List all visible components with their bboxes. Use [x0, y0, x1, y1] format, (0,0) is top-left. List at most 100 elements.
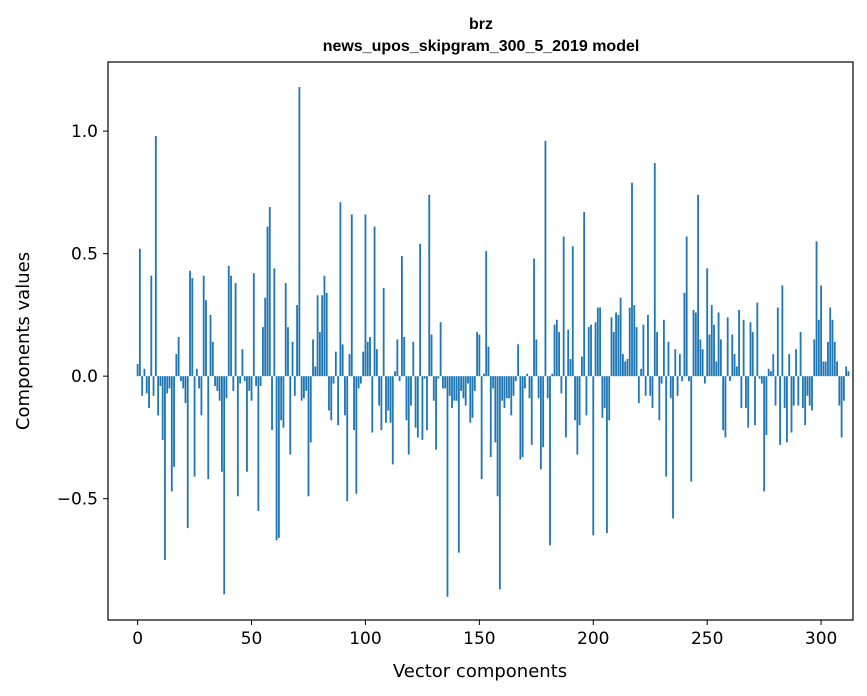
- bar-132: [437, 376, 440, 379]
- bar-248: [701, 349, 704, 377]
- bar-74: [305, 376, 308, 391]
- bar-75: [307, 376, 310, 497]
- bar-194: [578, 376, 581, 426]
- bar-15: [170, 376, 173, 492]
- bar-33: [211, 341, 214, 377]
- bar-268: [747, 376, 750, 428]
- bars-group: [136, 87, 850, 597]
- bar-64: [282, 376, 285, 428]
- bar-20: [182, 376, 185, 389]
- bar-23: [189, 270, 191, 377]
- bar-151: [480, 376, 483, 480]
- bar-88: [337, 376, 340, 426]
- bar-69: [293, 376, 296, 396]
- bar-118: [405, 376, 408, 421]
- bar-297: [813, 339, 816, 377]
- bar-65: [284, 283, 287, 377]
- bar-158: [496, 376, 499, 497]
- bar-293: [804, 376, 807, 426]
- bar-108: [382, 287, 385, 377]
- bar-276: [765, 376, 768, 435]
- bar-291: [799, 332, 802, 377]
- bar-55: [262, 327, 264, 377]
- bar-98: [359, 376, 362, 384]
- bar-149: [476, 332, 478, 377]
- bar-130: [432, 376, 435, 401]
- bar-280: [774, 376, 777, 406]
- bar-157: [494, 376, 497, 443]
- bar-43: [234, 283, 237, 377]
- bar-133: [439, 322, 442, 377]
- bar-19: [179, 376, 182, 382]
- bar-192: [574, 376, 576, 421]
- bar-162: [505, 376, 508, 399]
- bar-66: [287, 327, 289, 377]
- bar-102: [369, 336, 371, 377]
- bar-73: [303, 376, 305, 399]
- bar-128: [428, 194, 431, 377]
- bar-196: [583, 211, 586, 377]
- bar-254: [715, 361, 718, 377]
- bar-62: [277, 376, 280, 538]
- bar-141: [457, 376, 460, 553]
- bar-189: [567, 329, 570, 377]
- bar-205: [603, 376, 606, 409]
- bar-58: [268, 207, 271, 377]
- bar-97: [357, 376, 360, 389]
- bar-247: [699, 339, 702, 377]
- bar-178: [542, 376, 545, 448]
- bar-214: [624, 361, 627, 377]
- bar-137: [448, 376, 451, 396]
- bar-272: [756, 302, 759, 377]
- bar-145: [467, 376, 469, 384]
- bar-181: [549, 376, 551, 546]
- bar-67: [289, 376, 292, 455]
- bar-54: [259, 376, 262, 386]
- bar-144: [464, 376, 467, 406]
- bar-8: [154, 136, 157, 377]
- bar-278: [770, 371, 772, 377]
- bar-7: [152, 376, 155, 396]
- bar-244: [692, 310, 695, 377]
- bar-221: [640, 368, 643, 377]
- bar-256: [719, 339, 722, 377]
- bar-182: [551, 373, 554, 377]
- bar-260: [729, 376, 731, 382]
- bar-49: [248, 376, 251, 391]
- bar-91: [344, 376, 346, 416]
- bar-51: [252, 273, 255, 377]
- bar-298: [815, 241, 818, 377]
- bar-60: [273, 268, 276, 377]
- bar-24: [191, 278, 194, 377]
- bar-148: [473, 376, 476, 391]
- bar-212: [619, 297, 622, 377]
- chart-title-line1: brz: [469, 16, 493, 33]
- bar-187: [562, 236, 565, 377]
- bar-193: [576, 376, 579, 455]
- bar-156: [492, 376, 494, 389]
- bar-28: [200, 376, 203, 416]
- bar-262: [733, 354, 736, 377]
- bar-57: [266, 226, 269, 377]
- bar-201: [594, 322, 597, 377]
- bar-136: [446, 376, 449, 597]
- chart-title-line2: news_upos_skipgram_300_5_2019 model: [323, 38, 640, 55]
- bar-71: [298, 87, 301, 377]
- bar-85: [330, 376, 333, 421]
- bar-273: [758, 376, 761, 379]
- bar-10: [159, 376, 162, 386]
- y-axis-label: Components values: [13, 252, 34, 430]
- bar-138: [451, 376, 453, 409]
- bar-228: [656, 332, 658, 377]
- bar-220: [637, 376, 640, 404]
- bar-32: [209, 314, 212, 377]
- bar-126: [423, 376, 426, 379]
- bar-30: [205, 300, 207, 377]
- bar-86: [332, 376, 335, 384]
- bar-140: [455, 376, 458, 401]
- bar-13: [166, 376, 169, 394]
- x-tick-label: 50: [241, 629, 263, 649]
- bar-292: [801, 376, 804, 409]
- bar-305: [831, 319, 834, 377]
- bar-68: [291, 341, 294, 377]
